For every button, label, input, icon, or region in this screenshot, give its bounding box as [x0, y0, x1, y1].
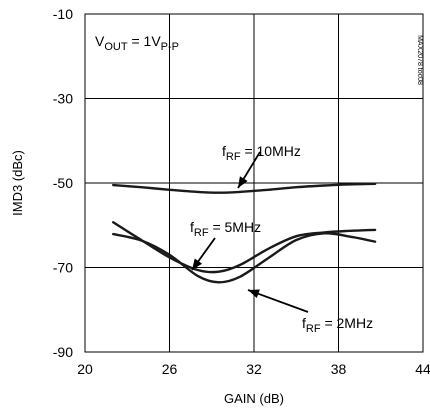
series-label: fRF = 5MHz: [190, 219, 261, 239]
arrow-head: [238, 176, 248, 188]
vout-condition-label: VOUT = 1VP-P: [95, 33, 179, 53]
series-line: [112, 221, 377, 274]
x-tick-label: 44: [415, 361, 430, 377]
arrow-head: [192, 258, 203, 270]
y-tick-label: -30: [53, 91, 73, 107]
series-label: fRF = 10MHz: [222, 143, 301, 163]
tick-labels: 20 26 32 38 44 -10 -30 -50 -70 -90: [53, 6, 430, 377]
x-tick-label: 26: [162, 361, 178, 377]
series-line: [112, 182, 377, 194]
x-tick-label: 20: [77, 361, 93, 377]
series-lines: [112, 182, 377, 284]
arrow-head: [248, 289, 260, 299]
y-tick-label: -50: [53, 175, 73, 191]
y-tick-label: -10: [53, 6, 73, 22]
annotation-arrows: [191, 151, 309, 313]
y-tick-label: -90: [53, 344, 73, 360]
x-tick-label: 32: [246, 361, 262, 377]
part-code: MAX2078 toc08: [416, 35, 423, 85]
y-tick-label: -70: [53, 260, 73, 276]
series-line: [112, 232, 377, 284]
annotations: VOUT = 1VP-P fRF = 10MHz fRF = 5MHz fRF = 2…: [95, 33, 373, 335]
x-axis-label: GAIN (dB): [224, 391, 284, 406]
y-axis-label: IMD3 (dBc): [10, 150, 25, 216]
plot-frame: [84, 13, 424, 353]
series-label: fRF = 2MHz: [302, 315, 373, 335]
x-tick-label: 38: [331, 361, 347, 377]
